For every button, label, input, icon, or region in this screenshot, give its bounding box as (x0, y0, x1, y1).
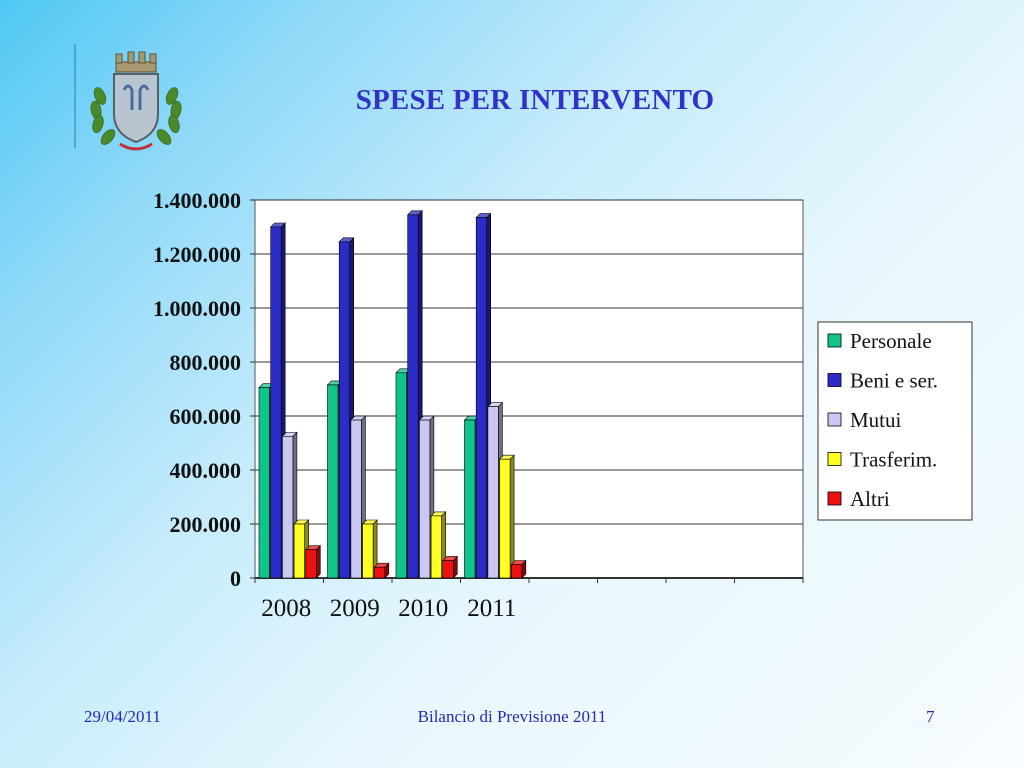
legend-swatch (827, 333, 842, 348)
bar (430, 515, 442, 579)
bar (270, 226, 282, 579)
bar (373, 566, 386, 579)
y-tick-label: 0 (230, 566, 241, 591)
municipal-crest-icon (90, 51, 182, 151)
footer-title: Bilancio di Previsione 2011 (417, 707, 607, 726)
legend-label: Trasferim. (850, 448, 937, 472)
bar (327, 384, 339, 579)
legend-swatch (827, 491, 842, 506)
bar (510, 564, 523, 579)
bar (258, 387, 270, 579)
bar (407, 214, 419, 579)
bar (395, 372, 407, 579)
bar-chart: 0 200.000 400.000 600.000 800.000 1.000.000 1.… (153, 188, 973, 622)
bar-side (509, 454, 515, 579)
bar (338, 241, 351, 579)
bar (350, 419, 362, 579)
y-tick-label: 1.200.000 (153, 242, 241, 267)
y-tick-label: 1.000.000 (153, 296, 241, 321)
x-tick-label: 2008 (261, 595, 311, 622)
page-number: 7 (926, 707, 935, 726)
y-tick-label: 800.000 (170, 350, 242, 375)
x-tick-label: 2010 (398, 595, 448, 622)
legend-label: Beni e ser. (850, 369, 938, 393)
bar (442, 560, 454, 579)
bar (499, 458, 511, 579)
legend-swatch (827, 412, 842, 427)
legend-box (817, 321, 973, 521)
logo-divider (74, 44, 76, 148)
legend-label: Mutui (850, 408, 902, 432)
x-tick-label: 2011 (467, 595, 516, 622)
y-tick-label: 1.400.000 (153, 188, 241, 213)
bar (419, 419, 431, 579)
legend-label: Altri (850, 487, 890, 511)
footer-date: 29/04/2011 (84, 707, 161, 726)
y-tick-label: 200.000 (170, 512, 242, 537)
legend-swatch (827, 452, 842, 466)
bar (362, 523, 374, 579)
bar (293, 523, 305, 579)
legend-swatch (827, 373, 842, 387)
y-tick-label: 400.000 (170, 458, 242, 483)
slide-title: SPESE PER INTERVENTO (355, 84, 715, 116)
y-tick-label: 600.000 (170, 404, 242, 429)
bar-side (315, 544, 321, 579)
bar (282, 435, 294, 579)
x-tick-label: 2009 (330, 595, 380, 622)
legend-label: Personale (850, 329, 932, 353)
bar (487, 406, 499, 579)
bar (305, 549, 317, 579)
bar (464, 419, 476, 579)
bar (475, 217, 488, 579)
